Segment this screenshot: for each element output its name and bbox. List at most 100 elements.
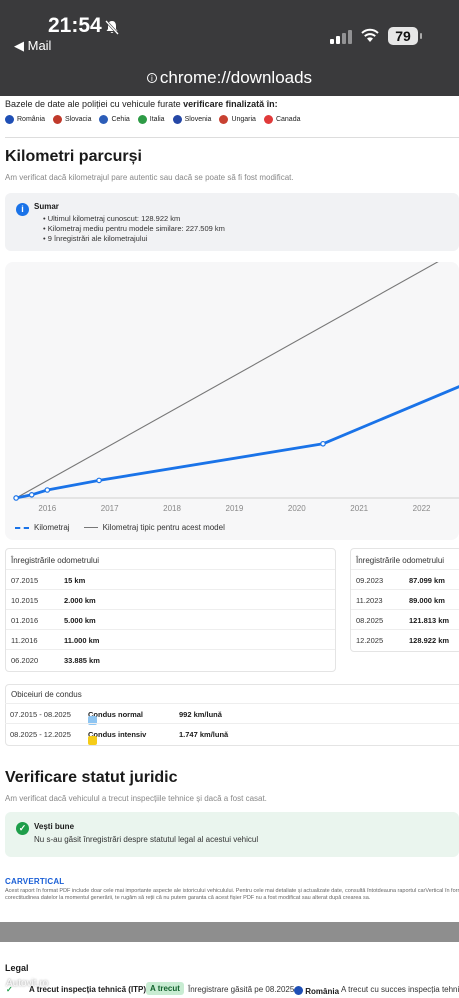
country-name: Canada — [275, 116, 301, 123]
x-tick-label: 2018 — [163, 504, 181, 513]
x-tick-label: 2016 — [38, 504, 56, 513]
country-name: Slovacia — [65, 116, 92, 123]
wifi-icon — [361, 28, 379, 42]
odometer-title: Înregistrările odometrului — [356, 556, 445, 565]
chart-legend: Kilometraj Kilometraj tipic pentru acest… — [15, 523, 225, 532]
divider — [5, 137, 459, 138]
odometer-value: 121.813 km — [409, 616, 450, 625]
country-list: România Slovacia Cehia Italia Slovenia Ungari… — [5, 115, 300, 124]
x-tick-label: 2020 — [288, 504, 306, 513]
bell-muted-icon — [105, 20, 119, 35]
x-tick-label: 2017 — [101, 504, 119, 513]
odometer-row: 12.2025 128.922 km — [351, 629, 459, 649]
country-item: România — [5, 115, 45, 124]
country-item: Slovenia — [172, 115, 212, 124]
legend-item-mileage: Kilometraj — [15, 523, 70, 532]
flag-icon — [99, 115, 109, 124]
habit-label-text: Condus normal — [88, 710, 144, 719]
odometer-value: 87.099 km — [409, 576, 445, 585]
signal-icon — [330, 30, 352, 44]
back-to-mail-link[interactable]: ◀ Mail — [14, 38, 52, 53]
mileage-chart: 2016 2017 2018 2019 2020 2021 2022 Kilometraj … — [5, 262, 459, 540]
habit-row: 07.2015 - 08.2025 Condus normal 992 km/lun… — [5, 703, 459, 725]
x-tick-label: 2021 — [350, 504, 368, 513]
check-icon: ✓ — [6, 985, 13, 994]
battery-indicator: 79 — [388, 27, 422, 45]
mileage-title: Kilometri parcurși — [5, 148, 142, 165]
habit-value: 992 km/lună — [179, 710, 222, 719]
itp-found: Înregistrare găsită pe 08.2025 — [188, 985, 295, 994]
good-news-text: Nu s-au găsit înregistrări despre statut… — [34, 835, 259, 844]
itp-row: ✓ A trecut inspecția tehnică (ITP)? A tr… — [0, 981, 459, 998]
x-tick-label: 2022 — [413, 504, 431, 513]
odometer-value: 128.922 km — [409, 636, 450, 645]
odometer-date: 12.2025 — [356, 636, 384, 645]
country-item: Cehia — [99, 115, 130, 124]
country-name: România — [17, 116, 46, 123]
odometer-date: 01.2016 — [11, 616, 39, 625]
good-news-title: Vești bune — [34, 822, 75, 831]
carvertical-logo: CARVERTICAL — [5, 877, 65, 886]
legend-swatch — [83, 527, 98, 528]
series-line-typical — [15, 262, 439, 499]
address-bar[interactable]: i chrome://downloads — [0, 68, 459, 88]
flag-icon — [5, 115, 14, 124]
country-item: Ungaria — [219, 115, 256, 124]
flag-icon — [172, 115, 182, 124]
stolen-db-text: Bazele de date ale poliției cu vehicule … — [5, 99, 278, 109]
data-point — [96, 477, 102, 484]
url-text: chrome://downloads — [159, 68, 313, 87]
odometer-date: 11.2023 — [356, 596, 383, 605]
itp-badge: A trecut — [146, 982, 184, 995]
country-name: Italia — [149, 116, 165, 123]
odometer-value: 89.000 km — [409, 596, 445, 605]
odometer-date: 06.2020 — [11, 656, 39, 665]
summary-box: i Sumar Ultimul kilometraj cunoscut: 128… — [5, 193, 459, 251]
country-item: Italia — [137, 115, 165, 124]
flag-icon — [137, 115, 147, 124]
data-point — [28, 492, 35, 498]
country-name: Ungaria — [231, 116, 256, 123]
country-item: Slovacia — [53, 115, 91, 124]
odometer-row: 07.2015 15 km — [6, 569, 335, 589]
info-icon[interactable]: i — [146, 73, 157, 83]
habit-swatch-icon — [88, 736, 97, 745]
odometer-row: 01.2016 5.000 km — [6, 609, 335, 629]
habit-swatch-icon — [88, 716, 97, 725]
data-point — [44, 487, 51, 493]
odometer-value: 5.000 km — [64, 616, 96, 625]
odometer-date: 07.2015 — [11, 576, 39, 585]
summary-item: 9 înregistrări ale kilometrajului — [43, 234, 225, 244]
habit-period: 07.2015 - 08.2025 — [10, 710, 71, 719]
itp-result: A trecut cu succes inspecția tehnic — [341, 985, 459, 994]
series-line-mileage — [15, 385, 459, 500]
disclaimer: Acest raport în format PDF include doar … — [5, 888, 459, 902]
chart-canvas: 2016 2017 2018 2019 2020 2021 2022 — [13, 262, 459, 513]
habit-label: Condus normal — [88, 710, 144, 725]
stolen-db-prefix: Bazele de date ale poliției cu vehicule … — [5, 99, 181, 109]
clock: 21:54 — [48, 14, 102, 37]
stolen-db-bold: verificare finalizată în: — [183, 99, 278, 109]
odometer-row: 10.2015 2.000 km — [6, 589, 335, 609]
habit-value: 1.747 km/lună — [179, 730, 229, 739]
country-name: Slovenia — [184, 116, 212, 123]
disclaimer-line: corectitudinea datelor la momentul gener… — [5, 895, 371, 901]
summary-item: Ultimul kilometraj cunoscut: 128.922 km — [43, 214, 225, 224]
data-point — [320, 440, 326, 447]
odometer-row: 08.2025 121.813 km — [351, 609, 459, 629]
odometer-row: 06.2020 33.885 km — [6, 649, 335, 669]
country-name: Cehia — [111, 116, 130, 123]
legend-label: Kilometraj tipic pentru acest model — [102, 523, 225, 532]
flag-icon — [219, 115, 229, 124]
page-break — [0, 922, 459, 942]
odometer-date: 10.2015 — [11, 596, 39, 605]
habit-period: 08.2025 - 12.2025 — [10, 730, 71, 739]
odometer-table-right: Înregistrările odometrului 09.2023 87.099… — [350, 548, 459, 652]
legal-heading: Legal — [5, 963, 29, 973]
country-item: Canada — [263, 115, 301, 124]
odometer-value: 15 km — [64, 576, 86, 585]
status-bar: 21:54 ◀ Mail 79 i chrome://downloads — [0, 0, 459, 96]
odometer-row: 11.2016 11.000 km — [6, 629, 335, 649]
disclaimer-line: Acest raport în format PDF include doar … — [5, 888, 459, 894]
